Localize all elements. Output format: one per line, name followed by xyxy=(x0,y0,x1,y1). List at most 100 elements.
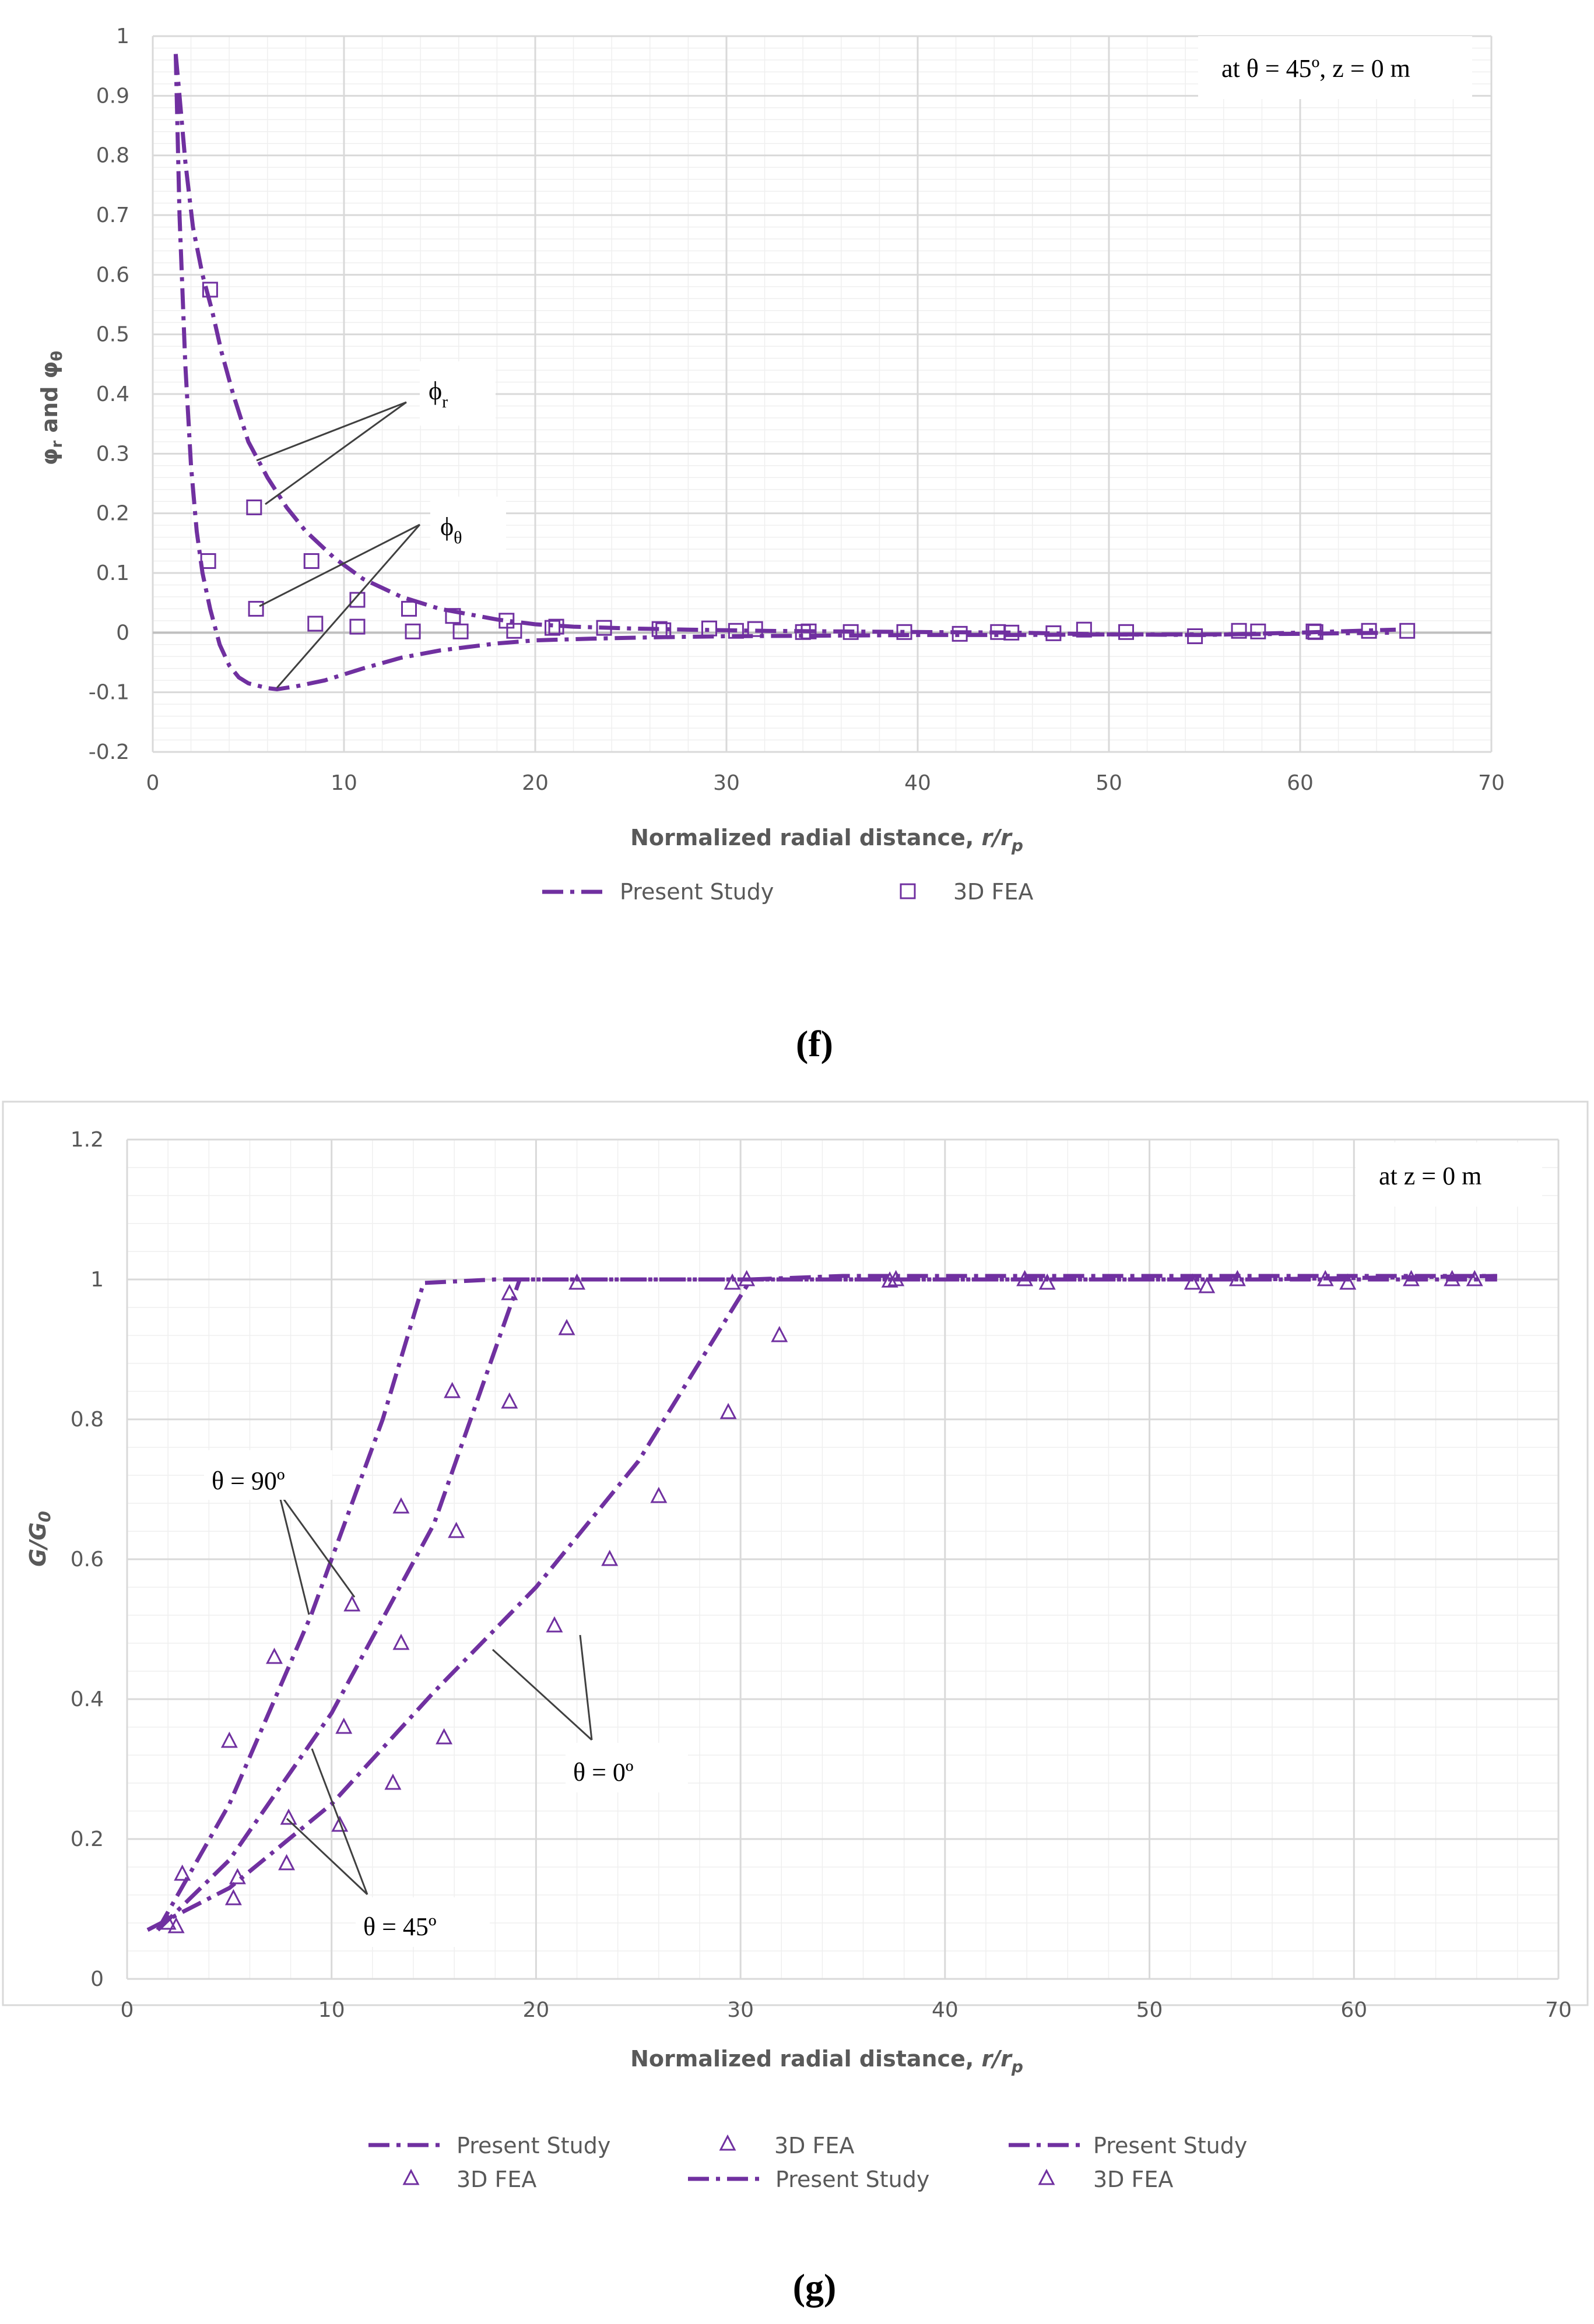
chart-g-y-axis-title-sub: 0 xyxy=(35,1511,54,1522)
panel-label-f: (f) xyxy=(796,1023,833,1064)
data-point-square xyxy=(596,620,612,636)
y-tick-label: 0.2 xyxy=(71,1827,104,1851)
data-point-square xyxy=(1076,621,1092,638)
data-point-triangle xyxy=(738,1270,756,1286)
data-point-square xyxy=(401,600,417,617)
theta0-label: θ = 0º xyxy=(573,1758,634,1787)
data-point-square xyxy=(202,282,218,298)
chart-g-x-axis-title-var: r/r xyxy=(982,2046,1013,2072)
chart-g-annotation: at z = 0 m xyxy=(1379,1162,1481,1190)
chart-f-x-axis-title-sub: p xyxy=(1011,836,1023,855)
x-tick-label: 60 xyxy=(1340,1998,1367,2022)
data-point-square xyxy=(728,623,744,639)
x-tick-label: 60 xyxy=(1287,771,1314,795)
chart-f: -0.2 -0.1 0 0.1 0.2 0.3 0.4 0.5 0.6 0.7 0.8 0.9 1 0 1… xyxy=(37,24,1505,1064)
y-tick-label: 0.9 xyxy=(96,84,129,108)
y-tick-label: 0.2 xyxy=(96,502,129,526)
data-point-triangle xyxy=(1038,1273,1056,1290)
chart-g-y-ticks: 0 0.2 0.4 0.6 0.8 1 1.2 xyxy=(71,1128,104,1991)
x-tick-label: 10 xyxy=(331,771,357,795)
chart-f-y-axis-title-and: and φ xyxy=(37,361,62,441)
chart-g-legend: Present Study 3D FEA Present Study 3D FE… xyxy=(368,2133,1247,2192)
phi-theta-leader-1 xyxy=(259,523,420,607)
x-tick-label: 70 xyxy=(1478,771,1505,795)
phi-theta-symbol: ϕ xyxy=(440,512,454,541)
theta0-leader-1 xyxy=(491,1648,593,1741)
data-point-square xyxy=(303,553,319,569)
theta45-leader-2 xyxy=(286,1817,368,1896)
data-point-triangle xyxy=(1444,1270,1461,1286)
x-tick-label: 30 xyxy=(713,771,740,795)
theta90-label-box xyxy=(204,1450,332,1500)
chart-g-legend-item-3: Present Study xyxy=(1093,2133,1247,2158)
phi-theta-label: ϕθ xyxy=(440,512,462,547)
chart-f-x-axis-title-main: Normalized radial distance, xyxy=(630,825,981,850)
data-point-square xyxy=(445,608,461,624)
chart-f-y-axis-title-sub-r: r xyxy=(48,441,66,448)
data-point-triangle xyxy=(771,1326,788,1342)
y-tick-label: 0.3 xyxy=(96,442,129,466)
y-tick-label: 1 xyxy=(90,1268,104,1292)
data-point-square xyxy=(545,620,561,636)
chart-g-legend-item-5: Present Study xyxy=(775,2167,929,2192)
phi-r-leader-2 xyxy=(265,401,407,505)
chart-f-y-axis-title-sub-theta: θ xyxy=(48,351,66,361)
data-point-square xyxy=(1187,628,1203,644)
phi-theta-leader-2 xyxy=(276,524,421,688)
data-point-triangle xyxy=(331,1815,349,1832)
x-tick-label: 10 xyxy=(318,1998,345,2022)
data-point-triangle xyxy=(650,1486,668,1503)
series-line-1 xyxy=(156,1277,1497,1932)
phi-r-leader-1 xyxy=(256,401,407,462)
data-point-triangle xyxy=(887,1270,905,1286)
chart-g-legend-item-2: 3D FEA xyxy=(774,2133,854,2158)
y-tick-label: 0.8 xyxy=(71,1408,104,1432)
data-point-triangle xyxy=(1316,1270,1334,1286)
data-point-triangle xyxy=(568,1273,586,1290)
data-point-triangle xyxy=(335,1717,353,1734)
chart-f-x-ticks: 0 10 20 30 40 50 60 70 xyxy=(146,771,1505,795)
data-point-triangle xyxy=(384,1773,402,1790)
data-point-square xyxy=(349,592,366,608)
data-point-triangle xyxy=(719,1402,737,1419)
chart-f-x-axis-title: Normalized radial distance, r/rp xyxy=(630,825,1023,855)
x-tick-label: 40 xyxy=(932,1998,958,2022)
x-tick-label: 50 xyxy=(1136,1998,1163,2022)
data-point-triangle xyxy=(436,1728,453,1745)
data-point-triangle xyxy=(280,1808,297,1825)
chart-g-legend-marker-6 xyxy=(1038,2168,1055,2185)
x-tick-label: 30 xyxy=(727,1998,754,2022)
data-point-triangle xyxy=(1184,1273,1201,1290)
chart-g-legend-item-1: Present Study xyxy=(457,2133,610,2158)
data-point-square xyxy=(1399,623,1416,639)
data-point-triangle xyxy=(1403,1270,1420,1286)
chart-g-x-axis-title-sub: p xyxy=(1011,2057,1023,2076)
data-point-triangle xyxy=(392,1497,410,1514)
y-tick-label: 0.7 xyxy=(96,203,129,227)
chart-g-y-axis-title: G/G0 xyxy=(25,1511,54,1567)
phi-theta-subscript: θ xyxy=(454,528,462,547)
data-point-square xyxy=(896,624,912,640)
phi-r-symbol: ϕ xyxy=(429,377,442,405)
panel-label-g: (g) xyxy=(793,2266,837,2308)
chart-g: 0 0.2 0.4 0.6 0.8 1 1.2 0 10 20 30 40 50 60 70 at z =… xyxy=(2,1101,1589,2308)
chart-g-x-axis-title-main: Normalized radial distance, xyxy=(630,2046,981,2072)
data-point-triangle xyxy=(881,1271,898,1288)
theta0-label-box xyxy=(566,1743,688,1792)
data-point-triangle xyxy=(448,1521,465,1538)
theta45-label: θ = 45º xyxy=(363,1912,437,1941)
data-point-square xyxy=(405,623,421,639)
y-tick-label: 0.1 xyxy=(96,561,129,585)
x-tick-label: 0 xyxy=(121,1998,134,2022)
data-point-triangle xyxy=(224,1889,242,1905)
data-point-square xyxy=(701,620,717,637)
phi-theta-label-box xyxy=(430,497,506,561)
x-tick-label: 50 xyxy=(1096,771,1122,795)
y-tick-label: 0.4 xyxy=(71,1687,104,1711)
chart-f-annotation-box xyxy=(1198,36,1472,99)
data-point-square xyxy=(307,616,324,632)
theta90-label: θ = 90º xyxy=(212,1467,285,1495)
data-point-triangle xyxy=(558,1319,575,1335)
chart-f-x-axis-title-var: r/r xyxy=(982,825,1013,850)
